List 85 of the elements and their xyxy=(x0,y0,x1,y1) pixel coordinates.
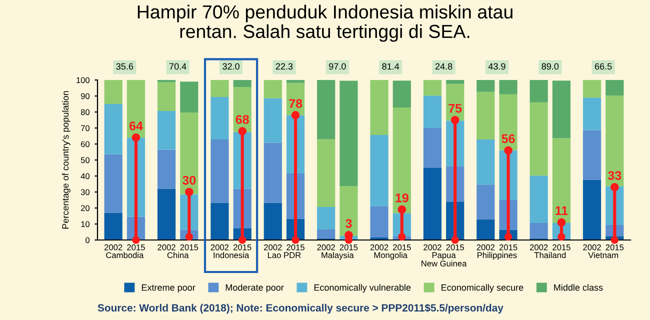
x-tick-label: 2002 xyxy=(583,244,601,250)
text: 32.0 xyxy=(222,63,240,70)
x-tick-label: 2015 xyxy=(234,244,252,250)
legend-label: Economically vulnerable xyxy=(314,284,411,293)
y-tick-label: 90 xyxy=(80,93,90,100)
point xyxy=(504,146,512,155)
x-tick-label: 2015 xyxy=(127,244,145,250)
text: Cambodia xyxy=(106,252,144,258)
x-tick-label: 2002 xyxy=(370,244,388,250)
text: 24.8 xyxy=(435,63,452,70)
legend-label: Extreme poor xyxy=(142,284,196,293)
point xyxy=(132,236,140,244)
x-tick-label: 2002 xyxy=(317,244,335,250)
point xyxy=(132,133,140,142)
x-tick-label: 2002 xyxy=(476,244,494,250)
data-label: 3 xyxy=(346,219,352,228)
text: 97.0 xyxy=(329,63,346,70)
y-tick-label: 10 xyxy=(81,221,90,228)
point xyxy=(292,236,300,244)
text: Mongolia xyxy=(374,252,408,260)
text: Thailand xyxy=(534,252,566,258)
x-tick-label: 2015 xyxy=(393,244,411,250)
point xyxy=(450,116,460,124)
text: 66.5 xyxy=(595,63,612,70)
text: 81.4 xyxy=(382,63,400,70)
x-tick-label: 2002 xyxy=(264,244,282,250)
data-label: 75 xyxy=(448,104,462,113)
text: 70.4 xyxy=(170,63,186,70)
x-tick-label: 2002 xyxy=(424,244,442,250)
point xyxy=(291,111,300,120)
data-label: 56 xyxy=(502,134,515,144)
point xyxy=(238,236,246,244)
x-tick-label: 2002 xyxy=(158,244,176,250)
text: Papua New Guinea xyxy=(422,252,467,266)
point xyxy=(398,205,406,214)
text: Indonesia xyxy=(214,252,250,258)
y-tick-label: 20 xyxy=(81,205,90,212)
chart-title: Hampir 70% penduduk Indonesia miskin atau rentan. Salah satu tertinggi di SEA. xyxy=(138,4,512,42)
point xyxy=(558,232,566,241)
legend-label: Middle class xyxy=(554,284,603,291)
x-tick-label: 2015 xyxy=(286,244,304,250)
y-tick-label: 100 xyxy=(76,77,90,84)
y-tick-label: 40 xyxy=(80,173,90,180)
x-tick-label: 2002 xyxy=(530,244,548,250)
x-tick-label: 2015 xyxy=(340,244,358,250)
text: 22.3 xyxy=(276,63,293,70)
y-tick-label: 30 xyxy=(80,189,90,196)
point xyxy=(451,236,459,244)
y-tick-label: 60 xyxy=(81,141,90,148)
x-tick-label: 2015 xyxy=(552,244,570,250)
text: 43.9 xyxy=(488,63,506,70)
data-label: 33 xyxy=(608,171,622,180)
data-label: 11 xyxy=(556,206,568,216)
text: 89.0 xyxy=(542,63,559,70)
x-tick-label: 2015 xyxy=(606,244,624,250)
y-tick-label: 0 xyxy=(86,237,90,244)
data-label: 19 xyxy=(396,193,408,202)
y-tick-label: 70 xyxy=(81,125,90,132)
data-label: 68 xyxy=(236,115,249,124)
legend-label: Economically secure xyxy=(442,284,524,293)
source-note: Source: World Bank (2018); Note: Economically secure > PPP2011$5.5/person/day xyxy=(98,304,504,314)
point xyxy=(610,183,619,192)
data-label: 78 xyxy=(289,99,302,108)
x-tick-label: 2015 xyxy=(446,244,464,250)
point xyxy=(238,127,247,136)
x-tick-label: 2015 xyxy=(499,244,518,250)
y-axis-title: Percentage of country's population xyxy=(62,91,70,229)
x-tick-label: 2015 xyxy=(180,244,198,250)
y-tick-label: 80 xyxy=(80,109,90,116)
text: Malaysia xyxy=(322,252,354,260)
x-tick-label: 2002 xyxy=(104,244,122,250)
point xyxy=(610,236,618,244)
point xyxy=(557,218,566,227)
text: Vietnam xyxy=(588,252,618,258)
y-tick-label: 50 xyxy=(80,157,90,164)
text: Philippines xyxy=(478,252,517,260)
text: China xyxy=(167,252,189,258)
text: 35.6 xyxy=(116,63,134,70)
data-label: 30 xyxy=(182,176,196,185)
text: Lao PDR xyxy=(268,252,301,258)
x-tick-label: 2002 xyxy=(210,244,229,250)
point xyxy=(184,188,194,196)
data-label: 64 xyxy=(129,121,143,130)
point xyxy=(398,232,406,241)
legend-label: Moderate poor xyxy=(226,284,284,293)
